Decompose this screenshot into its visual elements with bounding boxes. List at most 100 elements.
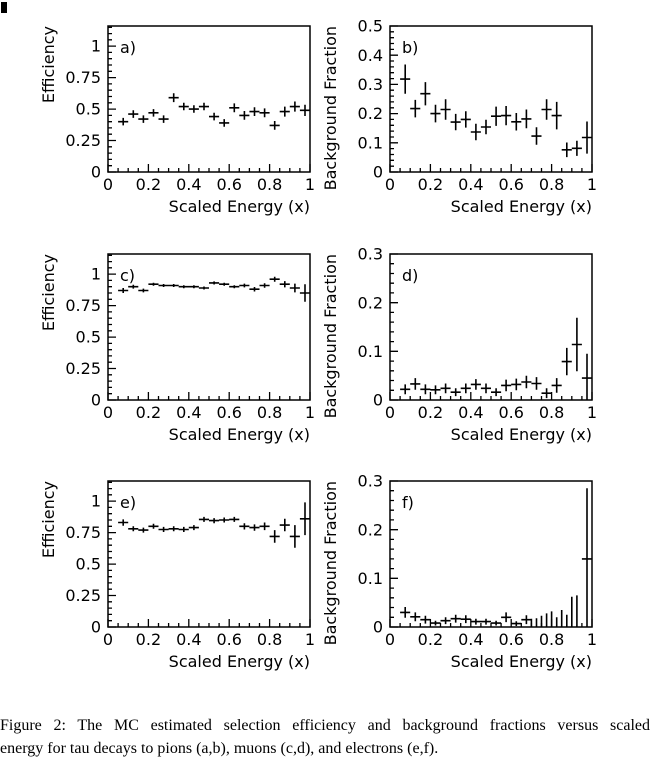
page-corner-mark — [1, 2, 7, 13]
x-tick-label: 1 — [587, 403, 597, 422]
x-tick-label: 0 — [103, 403, 113, 422]
x-tick-label: 0.8 — [539, 175, 564, 194]
x-tick-label: 0.2 — [136, 175, 161, 194]
panel-d: 0 0.2 0.4 0.6 0.8 1 0 0.1 0.2 0.3 Scaled Energy (x… — [321, 228, 650, 450]
x-tick-label: 0.8 — [257, 403, 282, 422]
x-tick-label: 0.8 — [539, 630, 564, 649]
x-tick-label: 0.2 — [418, 403, 443, 422]
figure-caption-line-1: Figure 2: The MC estimated selection eff… — [0, 717, 650, 734]
y-tick-label: 0.1 — [358, 342, 383, 361]
chart-b-background-fraction-pions: 0 0.2 0.4 0.6 0.8 1 0 0.1 0.2 0.3 0.4 0.5 Scaled Ene… — [321, 17, 597, 216]
x-axis-label: Scaled Energy (x) — [169, 425, 310, 444]
x-tick-label: 0.4 — [458, 175, 483, 194]
plot-frame — [107, 253, 311, 401]
figure-caption: Figure 2: The MC estimated selection eff… — [0, 714, 650, 760]
panel-letter: c) — [120, 266, 135, 285]
y-axis-label: Background Fraction — [321, 254, 340, 418]
figure-caption-line-2: energy for tau decays to pions (a,b), mu… — [0, 740, 439, 757]
y-tick-label: 0.75 — [65, 68, 101, 87]
y-tick-label: 0.2 — [358, 520, 383, 539]
y-tick-label: 0.4 — [358, 46, 383, 65]
x-tick-label: 1 — [587, 175, 597, 194]
y-tick-label: 0.5 — [76, 328, 101, 347]
axis-ticks — [107, 481, 311, 628]
y-tick-label: 0 — [91, 618, 101, 637]
y-tick-label: 0.1 — [358, 133, 383, 152]
x-tick-label: 1 — [587, 630, 597, 649]
y-axis-label: Efficiency — [39, 254, 58, 331]
x-axis-label: Scaled Energy (x) — [451, 652, 592, 671]
panel-letter: d) — [402, 266, 418, 285]
plot-frame — [107, 25, 311, 173]
y-tick-label: 0.75 — [65, 296, 101, 315]
x-tick-label: 0.2 — [418, 630, 443, 649]
y-tick-label: 0 — [373, 391, 383, 410]
x-axis-label: Scaled Energy (x) — [451, 425, 592, 444]
axis-ticks — [389, 253, 593, 401]
x-tick-label: 0.4 — [176, 175, 201, 194]
y-tick-label: 0 — [373, 163, 383, 182]
y-tick-label: 0.3 — [358, 245, 383, 264]
x-tick-label: 0.8 — [257, 175, 282, 194]
x-tick-label: 0.8 — [257, 630, 282, 649]
y-axis-label: Efficiency — [39, 481, 58, 558]
y-tick-label: 0.75 — [65, 523, 101, 542]
y-tick-label: 1 — [91, 492, 101, 511]
x-tick-label: 0 — [103, 630, 113, 649]
y-tick-label: 0.1 — [358, 569, 383, 588]
y-tick-label: 1 — [91, 37, 101, 56]
y-axis-label: Background Fraction — [321, 481, 340, 645]
x-tick-label: 0.8 — [539, 403, 564, 422]
y-tick-label: 0.5 — [76, 100, 101, 119]
y-tick-label: 0.5 — [358, 17, 383, 36]
plot-frame — [389, 480, 593, 628]
y-tick-label: 0.25 — [65, 359, 101, 378]
chart-c-efficiency-muons: 0 0.2 0.4 0.6 0.8 1 0 0.25 0.5 0.75 1 Scaled Energy… — [39, 253, 315, 444]
data-points — [400, 317, 592, 400]
axis-ticks — [107, 254, 311, 401]
y-tick-label: 0.25 — [65, 586, 101, 605]
x-axis-label: Scaled Energy (x) — [169, 652, 310, 671]
x-tick-label: 0.6 — [498, 403, 523, 422]
panel-a: 0 0.2 0.4 0.6 0.8 1 0 0.25 0.5 0.75 1 Scaled Energy… — [0, 0, 325, 222]
y-axis-label: Efficiency — [39, 26, 58, 103]
x-tick-label: 0.6 — [216, 175, 241, 194]
x-tick-label: 0.6 — [498, 630, 523, 649]
data-points — [118, 502, 310, 548]
chart-d-background-fraction-muons: 0 0.2 0.4 0.6 0.8 1 0 0.1 0.2 0.3 Scaled Energy (x… — [321, 245, 597, 444]
x-tick-label: 0 — [385, 630, 395, 649]
x-tick-label: 0.2 — [136, 630, 161, 649]
axis-ticks — [107, 26, 311, 173]
x-tick-label: 0.4 — [458, 630, 483, 649]
data-points — [400, 64, 592, 158]
x-axis-label: Scaled Energy (x) — [169, 197, 310, 216]
panel-e: 0 0.2 0.4 0.6 0.8 1 0 0.25 0.5 0.75 1 Scaled Energy… — [0, 455, 325, 677]
y-tick-label: 0 — [91, 391, 101, 410]
x-tick-label: 0.4 — [458, 403, 483, 422]
panel-letter: b) — [402, 38, 418, 57]
data-points — [400, 488, 592, 627]
y-tick-label: 0.3 — [358, 472, 383, 491]
x-tick-label: 1 — [305, 403, 315, 422]
y-tick-label: 1 — [91, 265, 101, 284]
x-tick-label: 0.6 — [216, 403, 241, 422]
plot-frame — [107, 480, 311, 628]
plot-frame — [389, 253, 593, 401]
x-tick-label: 0 — [103, 175, 113, 194]
y-tick-label: 0.25 — [65, 131, 101, 150]
x-tick-label: 0 — [385, 403, 395, 422]
panel-b: 0 0.2 0.4 0.6 0.8 1 0 0.1 0.2 0.3 0.4 0.5 Scaled Ene… — [321, 0, 650, 222]
y-tick-label: 0.3 — [358, 75, 383, 94]
y-tick-label: 0 — [91, 163, 101, 182]
y-tick-label: 0 — [373, 618, 383, 637]
panel-f: 0 0.2 0.4 0.6 0.8 1 0 0.1 0.2 0.3 Scaled Energy (x… — [321, 455, 650, 677]
y-tick-label: 0.2 — [358, 104, 383, 123]
x-tick-label: 0.4 — [176, 630, 201, 649]
chart-f-background-fraction-electrons: 0 0.2 0.4 0.6 0.8 1 0 0.1 0.2 0.3 Scaled Energy (x… — [321, 472, 597, 671]
y-tick-label: 0.2 — [358, 293, 383, 312]
y-tick-label: 0.5 — [76, 555, 101, 574]
chart-a-efficiency-pions: 0 0.2 0.4 0.6 0.8 1 0 0.25 0.5 0.75 1 Scaled Energy… — [39, 25, 315, 216]
panel-c: 0 0.2 0.4 0.6 0.8 1 0 0.25 0.5 0.75 1 Scaled Energy… — [0, 228, 325, 450]
x-tick-label: 0.6 — [498, 175, 523, 194]
